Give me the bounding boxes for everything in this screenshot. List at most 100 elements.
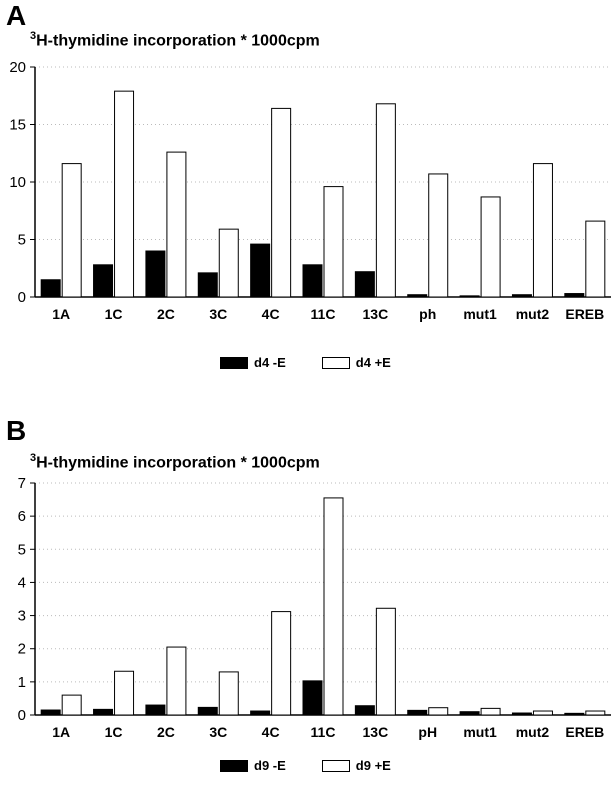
bar-chart-b: 0 1 2 3 4 5 6 7 1A 1C 2C 3C 4C 11C 13C pH mut1 mut2 EREB: [18, 475, 611, 740]
x-tick-label: 3C: [209, 724, 227, 740]
x-tick-label: mut1: [463, 306, 497, 322]
title-superscript: 3: [30, 452, 37, 464]
bar-minus-e: [197, 706, 218, 716]
bar-plus-e: [114, 90, 135, 298]
bar-minus-e: [250, 710, 271, 716]
x-tick-label: 1C: [105, 724, 123, 740]
title-text: H-thymidine incorporation * 1000cpm: [36, 32, 320, 50]
legend-swatch-open: [321, 356, 350, 369]
y-tick-label: 2: [18, 641, 26, 658]
bar-plus-e: [271, 107, 292, 298]
panel-b: B 3H-thymidine incorporation * 1000cpm 0…: [0, 415, 615, 790]
x-tick-label: 11C: [311, 306, 336, 322]
chart-title: 3H-thymidine incorporation * 1000cpm: [30, 30, 320, 50]
x-tick-label: 11C: [311, 724, 336, 740]
bar-minus-e: [511, 712, 532, 716]
legend-label: d4 +E: [355, 355, 391, 370]
legend: d9 -E d9 +E: [220, 758, 427, 773]
bar-plus-e: [375, 103, 396, 298]
y-tick-label: 5: [18, 541, 26, 558]
panel-a: A 3H-thymidine incorporation * 1000cpm 0…: [0, 0, 615, 390]
x-tick-label: mut1: [463, 724, 497, 740]
x-tick-label: mut2: [516, 306, 550, 322]
bar-plus-e: [61, 694, 82, 716]
y-tick-label: 3: [18, 608, 26, 625]
x-tick-label: 13C: [363, 306, 389, 322]
bar-minus-e: [564, 712, 585, 716]
legend-label: d9 +E: [355, 758, 391, 773]
legend-item: d9 +E: [321, 758, 391, 773]
title-superscript: 3: [30, 30, 37, 42]
bar-plus-e: [585, 220, 606, 298]
y-tick-label: 5: [18, 232, 26, 249]
y-tick-label: 6: [18, 508, 26, 525]
legend-item: d4 -E: [220, 355, 286, 370]
bar-minus-e: [145, 704, 166, 716]
bar-plus-e: [323, 497, 344, 716]
x-tick-label: ph: [419, 306, 436, 322]
bar-minus-e: [302, 680, 323, 716]
x-tick-label: 2C: [157, 724, 175, 740]
bar-plus-e: [375, 607, 396, 716]
bar-plus-e: [480, 196, 501, 298]
title-text: H-thymidine incorporation * 1000cpm: [36, 454, 320, 472]
bar-minus-e: [354, 705, 375, 716]
bar-minus-e: [197, 272, 218, 298]
chart-title: 3H-thymidine incorporation * 1000cpm: [30, 452, 320, 472]
x-tick-label: 2C: [157, 306, 175, 322]
y-tick-label: 4: [18, 574, 26, 591]
x-tick-label: 1A: [52, 724, 70, 740]
y-tick-label: 7: [18, 475, 26, 492]
bar-plus-e: [114, 670, 135, 716]
bar-minus-e: [407, 709, 428, 716]
x-tick-label: 1C: [105, 306, 123, 322]
bar-minus-e: [459, 295, 480, 298]
x-tick-label: 4C: [262, 724, 280, 740]
legend-item: d9 -E: [220, 758, 286, 773]
bar-minus-e: [40, 709, 61, 716]
x-tick-label: pH: [418, 724, 437, 740]
bar-minus-e: [145, 250, 166, 298]
bar-plus-e: [218, 671, 239, 716]
legend: d4 -E d4 +E: [220, 355, 427, 370]
x-tick-label: 4C: [262, 306, 280, 322]
bar-plus-e: [585, 710, 606, 716]
bar-minus-e: [511, 294, 532, 298]
y-tick-label: 0: [18, 289, 26, 306]
bar-plus-e: [480, 707, 501, 716]
x-tick-label: EREB: [565, 724, 604, 740]
bar-plus-e: [166, 646, 187, 716]
bar-minus-e: [93, 708, 114, 716]
bar-minus-e: [250, 243, 271, 298]
bar-plus-e: [532, 163, 553, 298]
bar-minus-e: [354, 271, 375, 298]
x-tick-label: EREB: [565, 306, 604, 322]
x-tick-label: 3C: [209, 306, 227, 322]
panel-label: B: [6, 415, 27, 446]
y-tick-label: 1: [18, 674, 26, 691]
bar-plus-e: [428, 173, 449, 298]
bar-minus-e: [564, 293, 585, 298]
bar-plus-e: [428, 707, 449, 716]
x-tick-label: mut2: [516, 724, 550, 740]
y-tick-label: 0: [18, 707, 26, 724]
x-tick-label: 1A: [52, 306, 70, 322]
legend-label: d9 -E: [254, 758, 286, 773]
bar-minus-e: [93, 264, 114, 298]
legend-label: d4 -E: [254, 355, 286, 370]
y-tick-label: 10: [9, 174, 26, 191]
bar-plus-e: [271, 611, 292, 716]
legend-swatch-filled: [220, 759, 248, 772]
x-tick-label: 13C: [363, 724, 389, 740]
legend-swatch-open: [321, 759, 350, 772]
bar-minus-e: [407, 294, 428, 298]
bar-minus-e: [459, 711, 480, 716]
y-tick-label: 15: [9, 117, 26, 134]
bar-plus-e: [218, 228, 239, 298]
bar-minus-e: [302, 264, 323, 298]
bar-plus-e: [61, 163, 82, 298]
bar-minus-e: [40, 279, 61, 298]
bar-chart-a: 0 5 10 15 20 1A 1C 2C 3C 4C 11C 13C ph mut1 mut2 EREB: [9, 59, 611, 322]
bar-plus-e: [166, 151, 187, 298]
panel-label: A: [6, 0, 27, 31]
